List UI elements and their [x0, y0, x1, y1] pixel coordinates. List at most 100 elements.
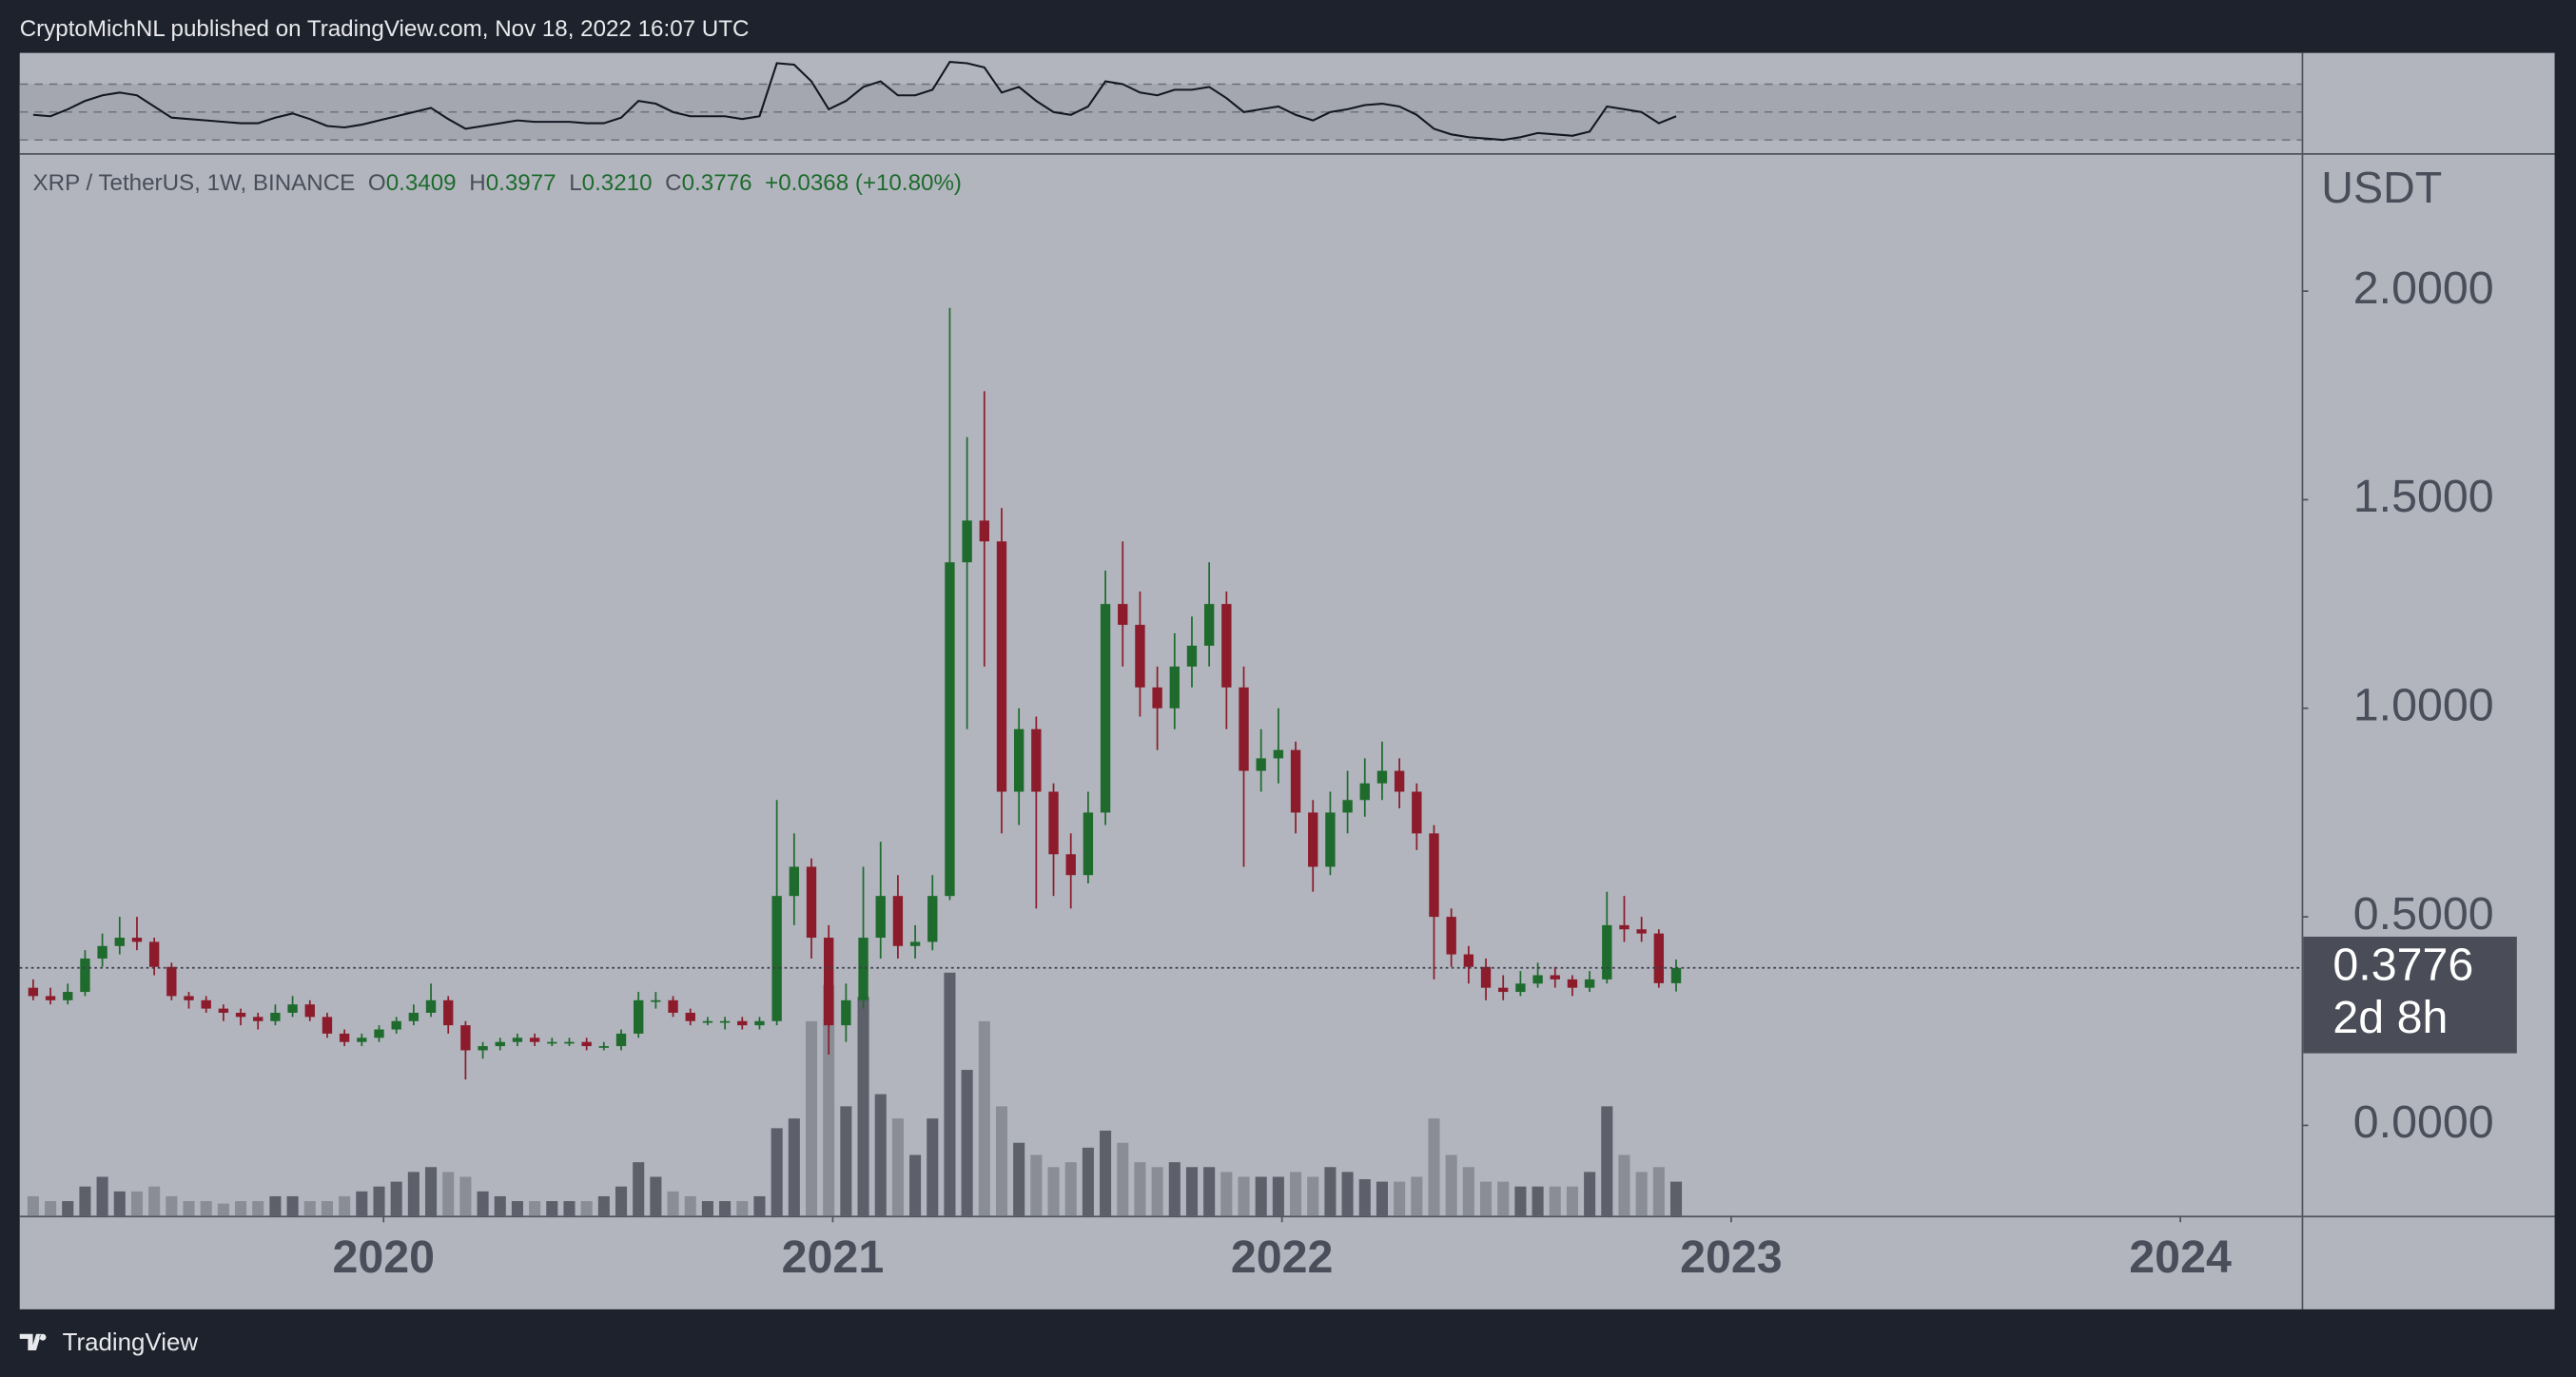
candle-body — [945, 562, 955, 897]
candle-body — [668, 999, 678, 1013]
volume-bar — [805, 1020, 818, 1216]
volume-bar — [373, 1186, 385, 1216]
volume-bar — [891, 1118, 904, 1216]
candle-body — [166, 966, 177, 997]
candle-body — [1670, 967, 1682, 983]
candle-body — [408, 1012, 420, 1021]
volume-bar — [1601, 1106, 1613, 1216]
volume-bar — [736, 1201, 749, 1216]
candle-body — [1359, 783, 1370, 801]
volume-bar — [961, 1070, 973, 1216]
legend-value: 0.3409 — [386, 170, 457, 196]
volume-bar — [1652, 1167, 1665, 1216]
volume-bar — [909, 1154, 922, 1216]
volume-bar — [927, 1118, 939, 1216]
volume-bar — [978, 1020, 990, 1216]
last-price-label: 0.3776 — [2332, 940, 2473, 991]
volume-bar — [1168, 1162, 1181, 1216]
candle-body — [824, 938, 834, 1026]
volume-bar — [719, 1201, 732, 1216]
candle-body — [979, 520, 989, 542]
candle-body — [1048, 791, 1059, 855]
candle-body — [737, 1020, 748, 1026]
chart-area — [19, 52, 2555, 1309]
legend-value: 0.3776 — [682, 170, 752, 196]
candle-body — [63, 992, 73, 1000]
volume-bar — [356, 1191, 368, 1216]
volume-bar — [1497, 1181, 1510, 1216]
candle-body — [892, 896, 904, 946]
volume-bar — [995, 1106, 1008, 1216]
x-tick-label: 2024 — [2129, 1232, 2232, 1283]
tradingview-logo: TradingView — [19, 1329, 199, 1356]
legend-label: C — [665, 170, 681, 196]
candle-body — [719, 1020, 731, 1023]
candle-body — [374, 1029, 384, 1038]
volume-bar — [252, 1201, 264, 1216]
candle-body — [1152, 687, 1162, 708]
volume-bar — [597, 1195, 610, 1216]
symbol: XRP / TetherUS, 1W, BINANCE — [33, 170, 356, 196]
candle-body — [1256, 758, 1266, 771]
volume-bar — [1584, 1172, 1596, 1216]
candle-body — [270, 1012, 281, 1021]
candle-body — [1653, 933, 1665, 983]
last-price-box — [2303, 936, 2517, 1054]
volume-bar — [62, 1201, 74, 1216]
candle-body — [253, 1017, 263, 1021]
y-tick-label: 1.5000 — [2353, 471, 2494, 522]
candle-body — [1325, 812, 1336, 867]
candle-body — [615, 1033, 627, 1047]
volume-bar — [459, 1176, 472, 1216]
volume-bar — [1411, 1176, 1423, 1216]
volume-bar — [113, 1191, 126, 1216]
candle-body — [1031, 728, 1042, 792]
volume-bar — [1428, 1118, 1440, 1216]
volume-bar — [1445, 1154, 1457, 1216]
candle-body — [512, 1038, 523, 1042]
y-axis-label: USDT — [2321, 163, 2442, 212]
candle-body — [1412, 791, 1422, 834]
volume-bar — [580, 1201, 593, 1216]
volume-bar — [45, 1201, 57, 1216]
volume-bar — [1376, 1181, 1389, 1216]
volume-bar — [424, 1167, 438, 1216]
volume-bar — [1669, 1181, 1683, 1216]
candle-body — [235, 1012, 246, 1018]
candle-body — [1221, 604, 1232, 688]
volume-bar — [407, 1172, 420, 1216]
logo-mark — [19, 1333, 47, 1350]
volume-bar — [771, 1128, 783, 1216]
volume-bar — [857, 997, 869, 1216]
volume-bar — [1082, 1147, 1094, 1216]
volume-bar — [269, 1195, 282, 1216]
candle-body — [875, 896, 886, 939]
candle-body — [80, 958, 90, 993]
candle-body — [201, 999, 211, 1009]
candle-body — [1463, 954, 1474, 967]
candle-body — [1619, 924, 1630, 930]
candle-body — [1135, 625, 1145, 688]
candle-body — [1480, 966, 1492, 988]
x-tick-label: 2020 — [332, 1232, 435, 1283]
volume-bar — [563, 1201, 576, 1216]
candle-body — [287, 1004, 298, 1013]
volume-bar — [1238, 1176, 1250, 1216]
candle-body — [45, 996, 56, 1000]
x-tick-label: 2023 — [1680, 1232, 1783, 1283]
legend-label: H — [469, 170, 485, 196]
volume-bar — [390, 1181, 402, 1216]
candle-body — [1376, 770, 1388, 784]
footer: TradingView — [63, 1329, 199, 1356]
volume-bar — [753, 1195, 766, 1216]
candle-body — [651, 999, 661, 1002]
candle-body — [1515, 983, 1526, 993]
candle-body — [806, 866, 817, 939]
y-tick-label: 0.5000 — [2353, 888, 2494, 940]
volume-bar — [650, 1176, 662, 1216]
candle-body — [634, 999, 644, 1034]
volume-bar — [27, 1195, 39, 1216]
volume-bar — [442, 1172, 455, 1216]
